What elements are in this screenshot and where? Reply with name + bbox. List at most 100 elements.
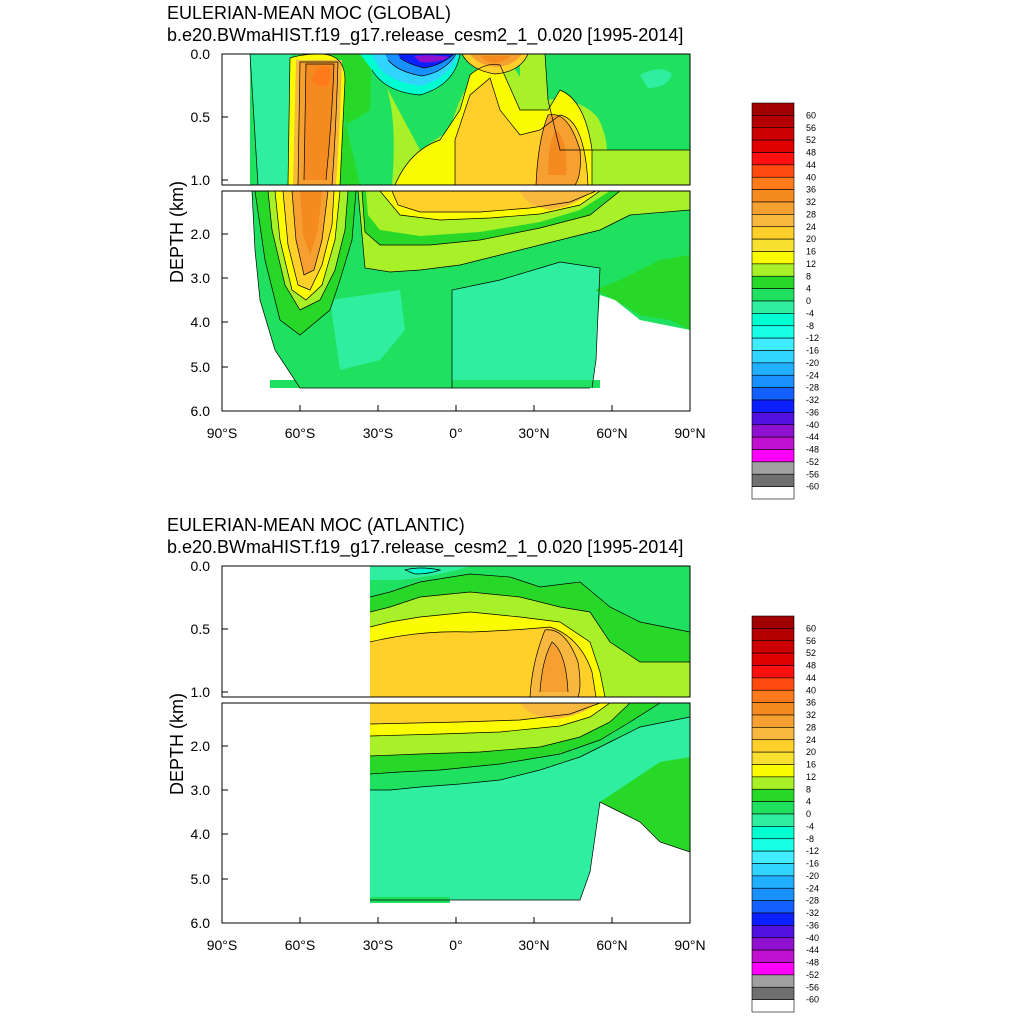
x-tick-label: 60°N: [596, 425, 627, 441]
colorbar-swatch: [751, 424, 795, 438]
colorbar-label: 12: [806, 259, 816, 269]
colorbar-swatch: [751, 226, 795, 240]
colorbar-swatch: [751, 937, 795, 951]
colorbar-label: 32: [806, 197, 816, 207]
colorbar-label: -40: [806, 420, 819, 430]
x-tick-label: 90°N: [674, 425, 705, 441]
colorbar-swatch: [751, 176, 795, 190]
x-tick-label: 60°N: [596, 937, 627, 953]
colorbar-label: -36: [806, 920, 819, 930]
colorbar-swatch: [751, 214, 795, 228]
colorbar-swatch: [751, 127, 795, 141]
colorbar-swatch: [751, 801, 795, 815]
y-axis-label: DEPTH (km): [167, 181, 187, 283]
colorbar-label: -8: [806, 834, 814, 844]
colorbar-label: 40: [806, 172, 816, 182]
colorbar-swatch: [751, 974, 795, 988]
y-tick-label: 4.0: [191, 314, 211, 330]
x-tick-label: 0°: [449, 425, 462, 441]
colorbar-swatch: [751, 900, 795, 914]
colorbar-label: 32: [806, 710, 816, 720]
colorbar-swatch: [751, 201, 795, 215]
colorbar-label: 60: [806, 110, 816, 120]
colorbar-swatch: [751, 764, 795, 778]
y-tick-label: 5.0: [191, 871, 211, 887]
colorbar-label: 24: [806, 735, 816, 745]
colorbar-label: 8: [806, 784, 811, 794]
colorbar-swatch: [751, 436, 795, 450]
atlantic-moc-chart: 0.0 0.5 1.0 2.0 3.0 4.0 5.0 6.0 90°S 60°…: [167, 558, 819, 1013]
colorbar-swatch: [751, 362, 795, 376]
colorbar-label: -52: [806, 457, 819, 467]
colorbar-swatch: [751, 986, 795, 1000]
colorbar-label: -56: [806, 982, 819, 992]
colorbar-label: 44: [806, 160, 816, 170]
colorbar-swatch: [751, 875, 795, 889]
y-tick-label: 6.0: [191, 915, 211, 931]
colorbar-swatch: [751, 350, 795, 364]
colorbar-swatch: [751, 115, 795, 129]
x-tick-label: 0°: [449, 937, 462, 953]
colorbar-swatch: [751, 702, 795, 716]
colorbar-label: -60: [806, 482, 819, 492]
atlantic-moc-panel: EULERIAN-MEAN MOC (ATLANTIC) b.e20.BWmaH…: [0, 512, 1024, 1024]
x-tick-label: 30°S: [363, 937, 394, 953]
y-tick-label: 2.0: [191, 738, 211, 754]
colorbar-label: 48: [806, 661, 816, 671]
colorbar-swatch: [751, 999, 795, 1013]
x-tick-label: 30°S: [363, 425, 394, 441]
colorbar-swatch: [751, 640, 795, 654]
colorbar-label: 12: [806, 772, 816, 782]
y-tick-label: 0.5: [191, 621, 211, 637]
colorbar-swatch: [751, 337, 795, 351]
colorbar-label: -8: [806, 321, 814, 331]
colorbar-label: -40: [806, 933, 819, 943]
colorbar-swatch: [751, 677, 795, 691]
colorbar-swatch: [751, 714, 795, 728]
y-axis-label: DEPTH (km): [167, 693, 187, 795]
colorbar-swatch: [751, 925, 795, 939]
colorbar-swatch: [751, 275, 795, 289]
colorbar-label: 56: [806, 123, 816, 133]
colorbar-label: -60: [806, 995, 819, 1005]
colorbar-label: 0: [806, 296, 811, 306]
colorbar-swatch: [751, 689, 795, 703]
colorbar-swatch: [751, 949, 795, 963]
colorbar-label: -32: [806, 395, 819, 405]
colorbar-swatch: [751, 449, 795, 463]
colorbar-swatch: [751, 374, 795, 388]
x-tick-label: 30°N: [518, 425, 549, 441]
colorbar-label: 36: [806, 185, 816, 195]
y-tick-label: 0.0: [191, 46, 211, 62]
colorbar-swatch: [751, 739, 795, 753]
colorbar-swatch: [751, 826, 795, 840]
colorbar-swatch: [751, 313, 795, 327]
colorbar-label: -48: [806, 445, 819, 455]
colorbar-label: -36: [806, 407, 819, 417]
colorbar-swatch: [751, 751, 795, 765]
colorbar-label: -20: [806, 871, 819, 881]
x-tick-label: 90°N: [674, 937, 705, 953]
colorbar-swatch: [751, 300, 795, 314]
colorbar-swatch: [751, 665, 795, 679]
colorbar-label: -28: [806, 896, 819, 906]
colorbar-label: 24: [806, 222, 816, 232]
atlantic-upper-field: [369, 566, 690, 697]
y-tick-label: 2.0: [191, 226, 211, 242]
colorbar-swatch: [751, 139, 795, 153]
global-axes-ticks: [221, 53, 691, 411]
x-tick-label: 90°S: [207, 937, 238, 953]
colorbar-swatch: [751, 102, 795, 116]
y-tick-label: 4.0: [191, 826, 211, 842]
colorbar-label: 44: [806, 673, 816, 683]
colorbar-swatch: [751, 461, 795, 475]
colorbar-swatch: [751, 189, 795, 203]
y-tick-label: 6.0: [191, 403, 211, 419]
atlantic-axes-ticks: [221, 565, 691, 923]
colorbar-label: -44: [806, 945, 819, 955]
colorbar-label: -52: [806, 970, 819, 980]
colorbar-swatch: [751, 251, 795, 265]
colorbar-label: -4: [806, 308, 814, 318]
colorbar-swatch: [751, 263, 795, 277]
colorbar-label: 28: [806, 722, 816, 732]
